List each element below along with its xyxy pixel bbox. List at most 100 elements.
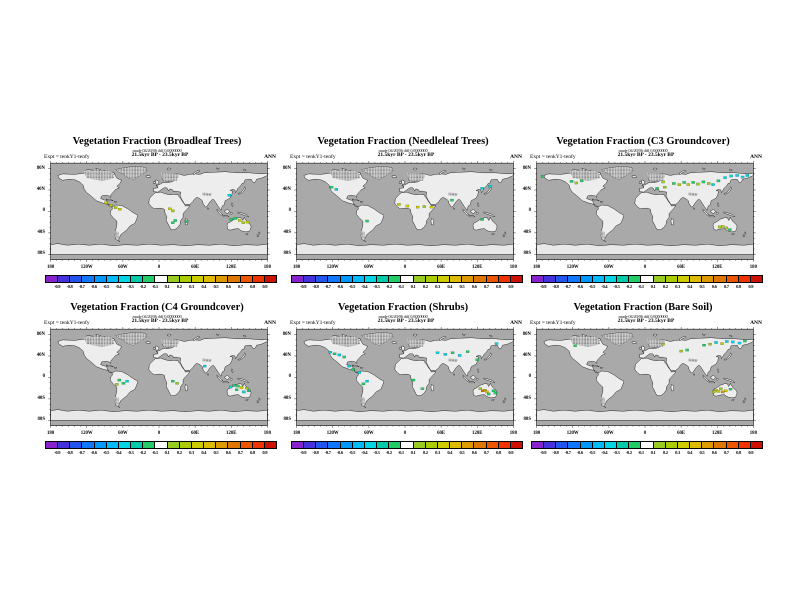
colorbar-segment	[240, 442, 253, 448]
colorbar-segment	[94, 442, 107, 448]
colorbar-tick-label: 0.3	[189, 283, 194, 289]
anomaly-cell	[485, 390, 489, 394]
colorbar-tick-label: -0.8	[312, 449, 319, 455]
colorbar-segment	[556, 276, 569, 282]
colorbar-tick-label: 0.8	[496, 283, 501, 289]
longitude-axis: 180 120W 60W 0 60E 120E 180	[47, 264, 271, 271]
colorbar-tick-label: -0.3	[127, 283, 134, 289]
panel-header: Expt = tenkY1-tenfy 21.5kyr BP - 23.5kyr…	[530, 318, 762, 327]
anomaly-cell	[458, 354, 462, 357]
colorbar-segment	[544, 442, 557, 448]
map-area	[533, 327, 757, 430]
experiment-label: Expt = tenkY1-tenfy	[530, 154, 576, 160]
colorbar-tick-label: 0.4	[687, 449, 693, 455]
world-map	[294, 161, 516, 262]
colorbar-segment	[580, 276, 593, 282]
colorbar-segment	[155, 276, 168, 282]
colorbar-tick-label: 0.9	[262, 449, 268, 455]
lat-tick-label: 0	[42, 374, 45, 380]
anomaly-cell	[239, 386, 244, 389]
anomaly-cell	[720, 342, 724, 345]
anomaly-cell	[422, 205, 426, 208]
colorbar-tick-label: -0.6	[576, 283, 583, 289]
lon-tick-label: 180	[509, 265, 517, 270]
map-panel: Vegetation Fraction (C4 Groundcover) mad…	[34, 302, 280, 468]
experiment-label: Expt = tenkY1-tenfy	[290, 320, 336, 326]
colorbar-tick-label: 0.7	[723, 283, 729, 289]
colorbar-tick-label: -0.2	[139, 449, 146, 455]
anomaly-cell	[712, 390, 716, 394]
anomaly-cell	[663, 186, 667, 189]
colorbar-segment	[292, 276, 305, 282]
colorbar-tick-label: 0.5	[459, 449, 465, 455]
map-panel: Vegetation Fraction (Bare Soil) made 04/…	[520, 302, 766, 468]
anomaly-cell	[488, 185, 492, 188]
colorbar-tick-label: 0.3	[675, 283, 680, 289]
colorbar-labels: -0.9 -0.8 -0.7 -0.6 -0.5 -0.4 -0.3 -0.2 -0.1 0.1 0…	[291, 283, 523, 290]
anomaly-cell	[328, 351, 332, 354]
colorbar-tick-label: 0.4	[687, 283, 693, 289]
colorbar-segment	[544, 276, 557, 282]
colorbar-tick-label: 0.5	[459, 283, 465, 289]
colorbar-tick-label: -0.1	[637, 449, 644, 455]
colorbar-tick-label: -0.4	[361, 283, 368, 289]
colorbar-segment	[304, 276, 317, 282]
colorbar-segment	[316, 276, 329, 282]
colorbar-tick-label: -0.9	[540, 283, 547, 289]
colorbar-segment	[498, 442, 511, 448]
anomaly-cell	[708, 342, 712, 346]
period-label: 21.5kyr BP - 23.5kyr BP	[131, 152, 189, 158]
anomaly-cell	[661, 180, 665, 184]
anomaly-cell	[740, 175, 745, 179]
lon-tick-label: 0	[403, 431, 407, 436]
longitude-axis: 180 120W 60W 0 60E 120E 180	[533, 430, 757, 437]
lat-tick-label: 80N	[522, 331, 531, 337]
colorbar-segment	[191, 276, 205, 282]
colorbar-segment	[714, 442, 727, 448]
season-label: ANN	[264, 154, 276, 160]
anomaly-cell	[347, 364, 351, 368]
lon-tick-label: 120W	[566, 265, 579, 270]
latitude-axis: 80N 40N 0 40S 80S	[520, 161, 532, 264]
colorbar-segment	[568, 276, 581, 282]
colorbar-segment	[118, 276, 132, 282]
lat-tick-label: 0	[528, 374, 531, 380]
anomaly-cell	[686, 183, 690, 186]
colorbar-tick-label: -0.6	[336, 283, 343, 289]
lon-tick-label: 120W	[80, 265, 93, 270]
colorbar-segment	[750, 276, 762, 282]
map-frame	[50, 328, 268, 426]
experiment-label: Expt = tenkY1-tenfy	[530, 320, 576, 326]
colorbar-segment	[106, 442, 119, 448]
anomaly-cell	[491, 389, 496, 393]
colorbar-segment	[677, 276, 691, 282]
colorbar-segment	[556, 442, 569, 448]
anomaly-cells	[573, 339, 747, 394]
lat-tick-label: 40N	[522, 186, 531, 192]
colorbar-tick-label: 0.1	[410, 449, 416, 455]
lon-tick-label: 0	[643, 265, 647, 270]
anomaly-cell	[171, 221, 175, 224]
lat-tick-label: 80N	[282, 331, 291, 337]
colorbar-tick-label: -0.8	[66, 449, 73, 455]
colorbar-segment	[592, 442, 605, 448]
lat-tick-label: 80S	[37, 417, 45, 423]
colorbar-tick-label: -0.3	[613, 449, 620, 455]
colorbar-segment	[425, 276, 438, 282]
lon-tick-label: 180	[263, 431, 271, 436]
lat-tick-label: 80S	[37, 251, 45, 257]
colorbar-segment	[738, 276, 751, 282]
colorbar-tick-label: -0.8	[552, 283, 559, 289]
lat-tick-label: 0	[288, 208, 291, 214]
lat-tick-label: 40N	[36, 186, 45, 192]
lon-tick-label: 120W	[326, 431, 339, 436]
anomaly-cell	[580, 179, 584, 183]
world-map	[534, 327, 756, 428]
lat-tick-label: 40N	[282, 186, 291, 192]
anomaly-cell	[723, 176, 727, 179]
colorbar-tick-label: 0.6	[711, 283, 717, 289]
anomaly-cell	[729, 174, 733, 178]
colorbar-segment	[340, 442, 353, 448]
colorbar-segment	[191, 442, 205, 448]
colorbar-segment	[690, 442, 703, 448]
